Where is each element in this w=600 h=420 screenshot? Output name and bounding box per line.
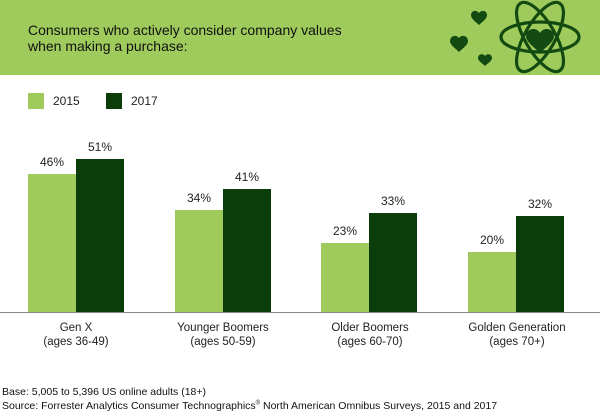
legend-swatch-2017 <box>106 93 122 109</box>
category-label-3-1: (ages 70+) <box>489 336 544 348</box>
bar-2017-0 <box>76 159 124 312</box>
data-label-2017-2: 33% <box>381 194 405 208</box>
category-label-0-0: Gen X <box>60 322 93 334</box>
values-emblem <box>450 0 581 74</box>
source-notes: Base: 5,005 to 5,396 US online adults (1… <box>2 385 497 413</box>
heart-icon <box>478 54 492 66</box>
bar-2015-2 <box>321 243 369 312</box>
data-label-2015-1: 34% <box>187 191 211 205</box>
legend-label-2017: 2017 <box>131 94 158 108</box>
category-label-2-1: (ages 60-70) <box>337 336 402 348</box>
chart-title-line-2: when making a purchase: <box>28 38 188 54</box>
bar-2017-2 <box>369 213 417 312</box>
bar-2015-1 <box>175 210 223 312</box>
source-note-prefix: Source: Forrester Analytics Consumer Tec… <box>2 400 256 412</box>
category-label-1-0: Younger Boomers <box>177 322 269 334</box>
legend-swatch-2015 <box>28 93 44 109</box>
bar-2017-1 <box>223 189 271 312</box>
chart-title-line-1: Consumers who actively consider company … <box>28 22 342 38</box>
registered-mark: ® <box>255 400 261 407</box>
bar-2015-0 <box>28 174 76 312</box>
base-note: Base: 5,005 to 5,396 US online adults (1… <box>2 386 207 398</box>
data-label-2015-2: 23% <box>333 224 357 238</box>
data-label-2017-1: 41% <box>235 170 259 184</box>
data-label-2015-0: 46% <box>40 155 64 169</box>
source-note: Source: Forrester Analytics Consumer Tec… <box>2 399 497 413</box>
bar-2015-3 <box>468 252 516 312</box>
header-banner: Consumers who actively consider company … <box>0 0 600 75</box>
atom-heart-icon <box>499 0 581 74</box>
data-label-2017-3: 32% <box>528 197 552 211</box>
bar-chart: 46% 51% Gen X (ages 36-49) 34% 41% Younger Boo… <box>0 140 600 348</box>
category-label-3-0: Golden Generation <box>468 322 565 334</box>
category-label-2-0: Older Boomers <box>331 322 409 334</box>
source-note-suffix: North American Omnibus Surveys, 2015 and… <box>260 400 498 412</box>
heart-icon <box>471 10 487 25</box>
data-label-2015-3: 20% <box>480 233 504 247</box>
category-label-0-1: (ages 36-49) <box>43 336 108 348</box>
heart-icon <box>450 35 468 52</box>
category-label-1-1: (ages 50-59) <box>190 336 255 348</box>
legend-label-2015: 2015 <box>53 94 80 108</box>
data-label-2017-0: 51% <box>88 140 112 154</box>
chart-title: Consumers who actively consider company … <box>28 22 428 54</box>
bar-2017-3 <box>516 216 564 312</box>
